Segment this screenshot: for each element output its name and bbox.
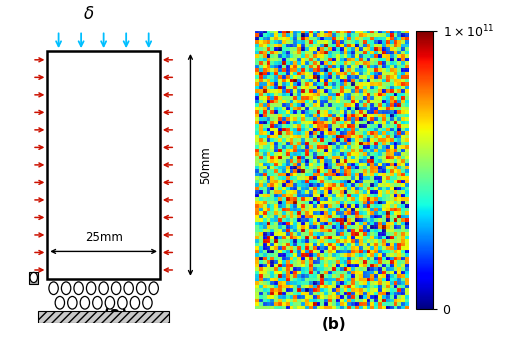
Circle shape (93, 296, 102, 309)
Circle shape (99, 282, 108, 294)
Bar (47, 51, 160, 279)
Circle shape (68, 296, 77, 309)
Circle shape (149, 282, 158, 294)
Circle shape (105, 296, 115, 309)
Circle shape (118, 296, 127, 309)
Bar (38, 311, 169, 323)
Text: (a): (a) (103, 306, 127, 321)
Text: (b): (b) (321, 317, 346, 332)
Circle shape (111, 282, 121, 294)
Text: 25mm: 25mm (84, 231, 122, 243)
Circle shape (80, 296, 90, 309)
Circle shape (55, 296, 65, 309)
Circle shape (49, 282, 58, 294)
Circle shape (124, 282, 133, 294)
Text: 50mm: 50mm (199, 146, 211, 184)
Circle shape (86, 282, 96, 294)
Circle shape (74, 282, 83, 294)
Text: δ: δ (84, 5, 94, 22)
Circle shape (61, 282, 71, 294)
Circle shape (136, 282, 146, 294)
Bar (29, 272, 38, 284)
Circle shape (143, 296, 152, 309)
Circle shape (30, 272, 37, 283)
Circle shape (130, 296, 139, 309)
